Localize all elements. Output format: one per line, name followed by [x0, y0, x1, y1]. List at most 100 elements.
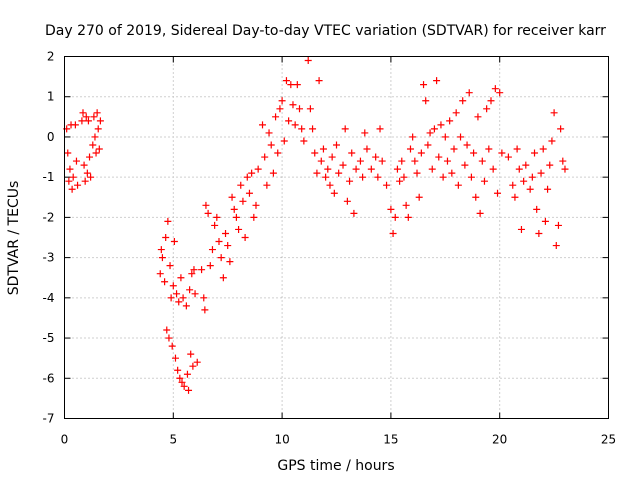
data-point	[252, 201, 260, 209]
data-point	[420, 81, 428, 89]
data-point	[535, 229, 543, 237]
data-point	[544, 185, 552, 193]
data-point	[400, 173, 408, 181]
y-tick-label: 2	[47, 50, 55, 64]
axis-ticks: 0 5 10 15 20 25 -7 -6 -5 -4 -3 -2 -1 0 1 2	[43, 50, 617, 447]
data-point	[250, 213, 258, 221]
data-point	[204, 209, 212, 217]
data-point	[237, 181, 245, 189]
data-point	[248, 169, 256, 177]
data-point	[289, 101, 297, 109]
data-point	[235, 225, 243, 233]
data-point	[168, 342, 176, 350]
data-point	[83, 169, 91, 177]
data-point	[239, 197, 247, 205]
data-point	[491, 85, 499, 93]
data-point	[211, 221, 219, 229]
data-point	[531, 149, 539, 157]
data-point	[86, 153, 94, 161]
data-point	[393, 165, 401, 173]
data-point	[81, 177, 89, 185]
data-point	[226, 258, 234, 266]
data-point	[461, 161, 469, 169]
data-point	[163, 326, 171, 334]
data-point	[363, 145, 371, 153]
data-point	[424, 141, 432, 149]
data-point	[177, 274, 185, 282]
data-point	[489, 165, 497, 173]
data-point	[496, 89, 504, 97]
data-point	[274, 149, 282, 157]
data-point	[79, 109, 87, 117]
data-point	[413, 169, 421, 177]
data-point	[402, 201, 410, 209]
data-point	[511, 193, 519, 201]
data-point	[465, 89, 473, 97]
data-point	[470, 149, 478, 157]
data-point	[174, 366, 182, 374]
data-point	[180, 382, 188, 390]
data-point	[157, 246, 165, 254]
data-point	[441, 133, 449, 141]
data-point	[335, 169, 343, 177]
data-point	[422, 97, 430, 105]
data-point	[361, 129, 369, 137]
data-point	[64, 149, 72, 157]
data-point	[474, 113, 482, 121]
data-point	[374, 173, 382, 181]
data-point	[559, 157, 567, 165]
plot-frame	[64, 56, 609, 419]
data-point	[406, 145, 414, 153]
data-point	[517, 225, 525, 233]
data-point	[537, 169, 545, 177]
data-point	[389, 229, 397, 237]
data-point	[202, 201, 210, 209]
data-point	[298, 125, 306, 133]
data-point	[561, 165, 569, 173]
data-point	[526, 185, 534, 193]
data-point	[515, 165, 523, 173]
data-point	[165, 334, 173, 342]
data-point	[94, 125, 102, 133]
x-tick-label: 15	[383, 433, 398, 447]
data-point	[430, 125, 438, 133]
data-point	[333, 141, 340, 149]
data-point	[269, 169, 277, 177]
data-point	[439, 173, 447, 181]
data-point	[346, 177, 354, 185]
data-point	[350, 209, 358, 217]
data-point	[74, 181, 82, 189]
data-point	[230, 205, 238, 213]
data-point	[300, 137, 308, 145]
data-point	[254, 165, 262, 173]
data-point	[285, 117, 293, 125]
data-point	[87, 173, 95, 181]
data-point	[383, 181, 391, 189]
data-point	[171, 354, 179, 362]
data-point	[372, 153, 380, 161]
data-point	[356, 157, 364, 165]
data-point	[182, 302, 190, 310]
data-point	[433, 77, 441, 85]
data-point	[324, 165, 332, 173]
data-point	[306, 105, 314, 113]
data-point	[278, 97, 286, 105]
data-point	[232, 213, 240, 221]
y-tick-label: -4	[43, 291, 55, 305]
chart-title: Day 270 of 2019, Sidereal Day-to-day VTE…	[45, 23, 606, 39]
data-point	[213, 213, 221, 221]
data-point	[219, 274, 227, 282]
data-point	[265, 129, 273, 137]
data-point	[296, 105, 304, 113]
data-point	[472, 193, 480, 201]
data-point	[435, 153, 443, 161]
data-point	[222, 229, 230, 237]
y-tick-label: -5	[43, 331, 55, 345]
data-point	[282, 77, 290, 85]
data-point	[176, 374, 184, 382]
data-point	[198, 266, 206, 274]
data-point	[326, 181, 334, 189]
data-point	[483, 105, 491, 113]
data-point	[261, 153, 269, 161]
